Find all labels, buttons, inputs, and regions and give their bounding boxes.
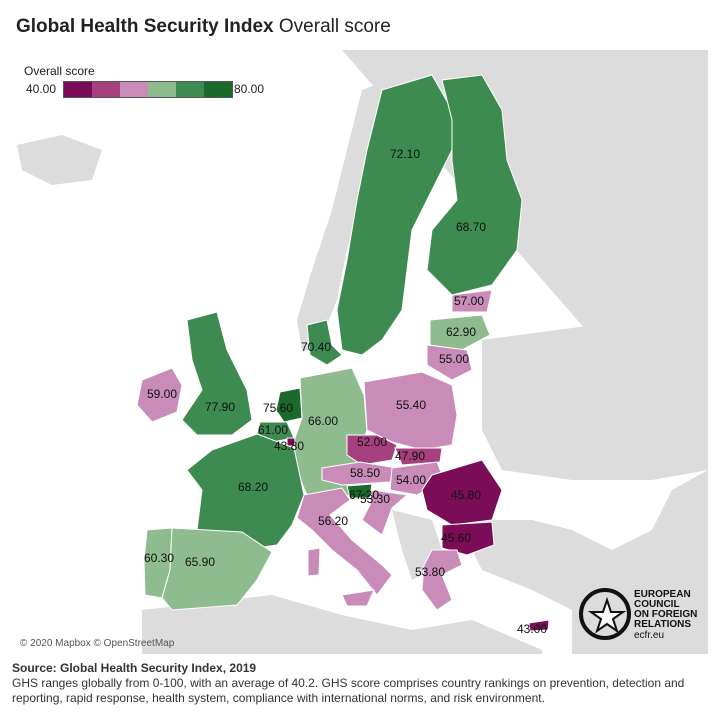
label-poland: 55.40	[396, 398, 426, 412]
label-denmark: 70.40	[301, 340, 331, 354]
region-finland[interactable]	[426, 74, 523, 296]
label-czechia: 52.00	[357, 435, 387, 449]
title-bold: Global Health Security Index	[16, 16, 274, 37]
land-iceland-grey	[17, 135, 102, 185]
logo-star-icon	[587, 596, 627, 634]
label-lithuania: 55.00	[439, 352, 469, 366]
label-uk: 77.90	[205, 400, 235, 414]
ecfr-logo	[579, 588, 631, 640]
land-eastern-europe-grey	[482, 310, 708, 480]
label-greece: 53.80	[415, 565, 445, 579]
region-slovenia[interactable]	[346, 483, 373, 499]
region-romania[interactable]	[421, 459, 503, 526]
region-croatia[interactable]	[361, 489, 409, 536]
logo-url: ecfr.eu	[634, 630, 665, 641]
label-slovenia: 67.20	[349, 488, 379, 502]
label-cyprus: 43.00	[517, 622, 547, 636]
region-austria[interactable]	[321, 461, 398, 486]
map-attribution: © 2020 Mapbox © OpenStreetMap	[20, 638, 175, 649]
map-svg: 72.10 68.70 57.00 62.90 55.00 70.40 59.0…	[12, 50, 708, 654]
label-spain: 65.90	[185, 555, 215, 569]
logo-line: RELATIONS	[634, 619, 692, 630]
legend-swatch	[176, 82, 204, 97]
region-ireland[interactable]	[136, 367, 183, 423]
label-croatia: 53.30	[360, 492, 390, 506]
region-estonia[interactable]	[451, 289, 493, 313]
map-canvas[interactable]: 72.10 68.70 57.00 62.90 55.00 70.40 59.0…	[12, 50, 708, 654]
source-note: Source: Global Health Security Index, 20…	[12, 661, 257, 675]
region-latvia[interactable]	[429, 314, 491, 351]
label-netherlands: 75.60	[263, 401, 293, 415]
label-hungary: 54.00	[396, 473, 426, 487]
title-subtitle: Overall score	[278, 16, 391, 37]
region-poland[interactable]	[363, 371, 458, 451]
legend-swatch	[92, 82, 120, 97]
legend-swatch	[204, 82, 232, 97]
land-north-africa-grey	[142, 595, 542, 654]
region-sardinia[interactable]	[307, 547, 321, 577]
methodology-note: GHS ranges globally from 0-100, with an …	[12, 676, 685, 705]
logo-text: EUROPEAN COUNCIL ON FOREIGN RELATIONS	[634, 590, 697, 630]
label-bulgaria: 45.60	[441, 531, 471, 545]
region-greece[interactable]	[421, 549, 463, 611]
label-sweden: 72.10	[390, 147, 420, 161]
label-germany: 66.00	[308, 414, 338, 428]
label-latvia: 62.90	[446, 325, 476, 339]
logo-ring-icon	[579, 588, 631, 640]
legend-color-scale	[63, 81, 233, 98]
legend-min-label: 40.00	[26, 82, 57, 96]
region-denmark[interactable]	[306, 319, 343, 366]
label-estonia: 57.00	[454, 294, 484, 308]
label-portugal: 60.30	[144, 551, 174, 565]
region-lithuania[interactable]	[426, 344, 473, 381]
region-czechia[interactable]	[346, 434, 398, 466]
land-scandinavia-russia-grey	[342, 50, 708, 654]
chart-title: Global Health Security Index Overall sco…	[16, 16, 391, 38]
label-romania: 45.80	[451, 488, 481, 502]
region-italy[interactable]	[296, 487, 393, 596]
label-austria: 58.50	[350, 466, 380, 480]
region-slovakia[interactable]	[394, 447, 443, 466]
label-slovakia: 47.90	[395, 449, 425, 463]
region-bulgaria[interactable]	[441, 521, 495, 556]
land-norway-grey	[297, 70, 452, 350]
region-sicily[interactable]	[341, 589, 375, 607]
legend-title: Overall score	[24, 64, 95, 78]
region-uk[interactable]	[181, 311, 253, 436]
legend-max-label: 80.00	[234, 82, 265, 96]
logo-line: EUROPEAN	[634, 589, 691, 600]
label-france: 68.20	[238, 480, 268, 494]
legend-swatch	[120, 82, 148, 97]
label-finland: 68.70	[456, 220, 486, 234]
legend-swatch	[64, 82, 92, 97]
logo-line: ON FOREIGN	[634, 609, 698, 620]
region-spain[interactable]	[161, 527, 273, 611]
label-luxembourg: 43.80	[274, 439, 304, 453]
legend-swatch	[148, 82, 176, 97]
label-italy: 56.20	[318, 514, 348, 528]
logo-line: COUNCIL	[634, 599, 680, 610]
label-belgium: 61.00	[258, 423, 288, 437]
region-cyprus[interactable]	[528, 619, 550, 632]
label-ireland: 59.00	[147, 387, 177, 401]
land-svalbard-grey	[392, 50, 482, 75]
region-netherlands[interactable]	[275, 387, 303, 423]
